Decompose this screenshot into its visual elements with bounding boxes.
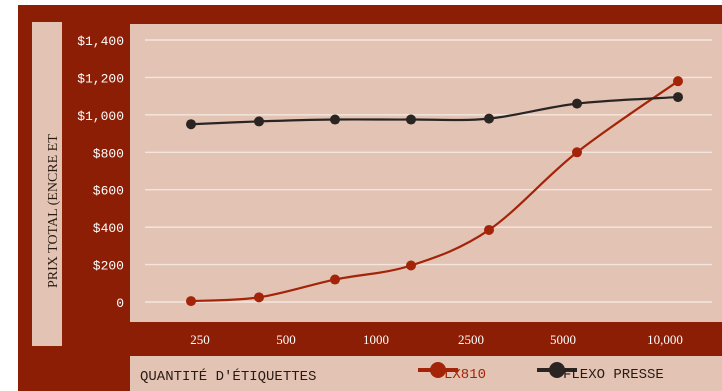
legend-label: FLEXO PRESSE	[563, 367, 664, 383]
legend: LX810 FLEXO PRESSE	[418, 362, 664, 383]
legend-entry: FLEXO PRESSE	[537, 362, 664, 383]
data-point	[186, 296, 196, 307]
x-tick-label: 10,000	[647, 332, 683, 347]
y-tick-label: $200	[93, 259, 124, 274]
x-axis-label-panel	[130, 356, 722, 391]
y-tick-label: 0	[116, 296, 124, 311]
data-point	[484, 224, 494, 235]
data-point	[186, 119, 196, 130]
y-tick-label: $600	[93, 184, 124, 199]
series-lx810	[186, 76, 683, 307]
data-point	[484, 113, 494, 124]
legend-marker	[549, 362, 565, 378]
y-tick-labels: 0 $200 $400 $600 $800 $1,000 $1,200 $1,400	[77, 34, 124, 311]
data-point	[673, 76, 683, 87]
series-lines	[186, 76, 683, 307]
y-tick-label: $1,200	[77, 71, 124, 86]
legend-entry: LX810	[418, 362, 486, 383]
data-point	[406, 260, 416, 271]
data-point	[330, 114, 340, 125]
x-axis-label: QUANTITÉ D'ÉTIQUETTES	[140, 367, 316, 385]
x-tick-label: 1000	[363, 332, 389, 347]
series-flexo-presse	[186, 92, 683, 130]
y-tick-label: $800	[93, 146, 124, 161]
data-point	[254, 292, 264, 303]
x-tick-label: 500	[276, 332, 296, 347]
data-point	[406, 114, 416, 125]
data-point	[572, 98, 582, 109]
y-tick-label: $1,000	[77, 109, 124, 124]
legend-marker	[430, 362, 446, 378]
data-point	[673, 92, 683, 103]
y-tick-label: $1,400	[77, 34, 124, 49]
x-tick-label: 250	[190, 332, 210, 347]
data-point	[572, 147, 582, 158]
y-axis-label: PRIX TOTAL (ENCRE ET	[46, 134, 61, 288]
plot-area	[130, 24, 722, 322]
data-point	[254, 116, 264, 127]
y-axis-label-panel	[32, 22, 62, 346]
x-tick-labels: 250 500 1000 2500 5000 10,000	[190, 332, 683, 347]
gridlines	[145, 39, 712, 303]
legend-label: LX810	[444, 367, 486, 383]
data-point	[330, 274, 340, 285]
left-margin-strip	[0, 0, 18, 391]
x-tick-label: 5000	[550, 332, 576, 347]
x-tick-label: 2500	[458, 332, 484, 347]
y-tick-label: $400	[93, 221, 124, 236]
